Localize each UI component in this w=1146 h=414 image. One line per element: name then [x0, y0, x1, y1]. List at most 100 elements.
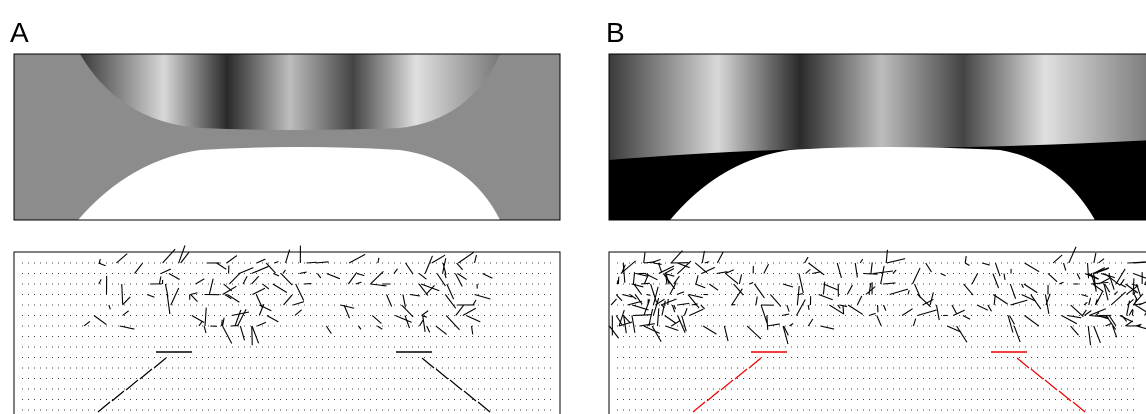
- flow-vector: [372, 316, 381, 324]
- flow-vector: [1045, 380, 1057, 390]
- flow-vector: [1121, 279, 1124, 284]
- flow-vector: [307, 262, 317, 263]
- figure: A B: [0, 0, 1146, 414]
- flow-vector: [419, 274, 426, 280]
- flow-vector: [1132, 310, 1133, 316]
- flow-vector: [690, 309, 704, 315]
- flow-vector: [466, 316, 480, 322]
- flow-vector: [693, 402, 705, 412]
- flow-vector: [1114, 292, 1118, 295]
- flow-vector: [1081, 295, 1088, 297]
- flow-vector: [223, 286, 237, 294]
- flow-vector: [135, 263, 143, 273]
- flow-vector: [883, 305, 885, 311]
- flow-vector: [936, 305, 939, 320]
- flow-vector: [257, 259, 266, 263]
- flow-vector: [473, 300, 476, 305]
- flow-vector: [464, 391, 476, 401]
- flow-vector: [1059, 391, 1071, 401]
- flow-vector: [1120, 284, 1126, 287]
- flow-vector: [632, 305, 648, 310]
- flow-vector: [767, 316, 768, 330]
- flow-vector: [478, 402, 490, 412]
- flow-vector: [475, 295, 491, 299]
- flow-vector: [843, 305, 844, 314]
- flow-vector: [674, 276, 680, 284]
- flow-vector: [652, 326, 661, 342]
- flow-field: [22, 245, 552, 412]
- flow-vector: [402, 305, 414, 317]
- flow-vector: [1106, 323, 1112, 326]
- flow-vector: [665, 316, 676, 324]
- flow-vector: [295, 310, 302, 316]
- flow-vector: [1010, 300, 1027, 305]
- flow-vector: [167, 295, 170, 314]
- flow-vector: [721, 380, 733, 390]
- flow-vector: [912, 268, 920, 284]
- flow-vector: [808, 319, 813, 326]
- flow-vector: [436, 369, 448, 379]
- flow-vector: [475, 255, 477, 263]
- flow-vector: [357, 274, 364, 276]
- flow-vector: [237, 309, 246, 326]
- flow-vector: [611, 299, 616, 305]
- flow-vector: [609, 326, 618, 338]
- flow-vector: [109, 305, 111, 309]
- flow-vector: [239, 268, 253, 274]
- flow-vector: [252, 276, 259, 284]
- flow-vector: [823, 284, 838, 290]
- flow-vector: [1094, 326, 1101, 343]
- flow-vector: [695, 263, 706, 273]
- flow-vector: [749, 283, 753, 284]
- flow-vector: [805, 257, 809, 263]
- flow-vector: [1116, 269, 1125, 284]
- flow-vector: [1031, 369, 1043, 379]
- flow-vector: [281, 274, 292, 286]
- flow-vector: [123, 311, 129, 316]
- flow-vector: [94, 316, 106, 325]
- flow-vector: [782, 314, 789, 316]
- flow-vector: [705, 262, 710, 263]
- flow-vector: [235, 310, 241, 326]
- flow-vector: [941, 274, 946, 276]
- flow-vector: [317, 274, 320, 279]
- flow-vector: [696, 275, 698, 284]
- flow-vector: [1077, 274, 1080, 280]
- flow-vector: [725, 274, 737, 284]
- flow-vector: [918, 295, 931, 307]
- flow-vector: [703, 326, 716, 334]
- flow-vector: [243, 276, 247, 284]
- flow-vector: [191, 295, 198, 302]
- flow-vector: [227, 295, 239, 303]
- flow-vector: [964, 284, 974, 295]
- flow-vector: [747, 326, 761, 339]
- flow-vector: [890, 289, 908, 294]
- flow-vector: [224, 284, 232, 291]
- flow-vector: [651, 284, 657, 302]
- flow-frame: [14, 252, 560, 414]
- flow-vector: [326, 326, 331, 334]
- panel-label: A: [10, 17, 29, 48]
- flow-vector: [1088, 326, 1090, 345]
- flow-vector: [1127, 299, 1133, 305]
- flow-vector: [420, 320, 424, 326]
- flow-vector: [1133, 278, 1134, 294]
- flow-vector: [732, 289, 743, 305]
- flow-vector: [122, 297, 130, 305]
- flow-vector: [812, 272, 821, 274]
- flow-vector: [887, 259, 905, 263]
- flow-vector: [349, 254, 365, 263]
- flow-vector: [993, 274, 999, 289]
- flow-vector: [300, 272, 307, 273]
- flow-vector: [926, 263, 932, 272]
- flow-vector: [293, 302, 304, 305]
- flow-vector: [98, 402, 110, 412]
- flow-vector: [653, 263, 661, 264]
- flow-vector: [483, 274, 493, 279]
- flow-vector: [869, 283, 871, 294]
- flow-vector: [205, 308, 206, 326]
- flow-vector: [223, 318, 225, 326]
- flow-vector: [808, 305, 809, 310]
- flow-vector: [116, 254, 127, 263]
- flow-vector: [837, 263, 841, 278]
